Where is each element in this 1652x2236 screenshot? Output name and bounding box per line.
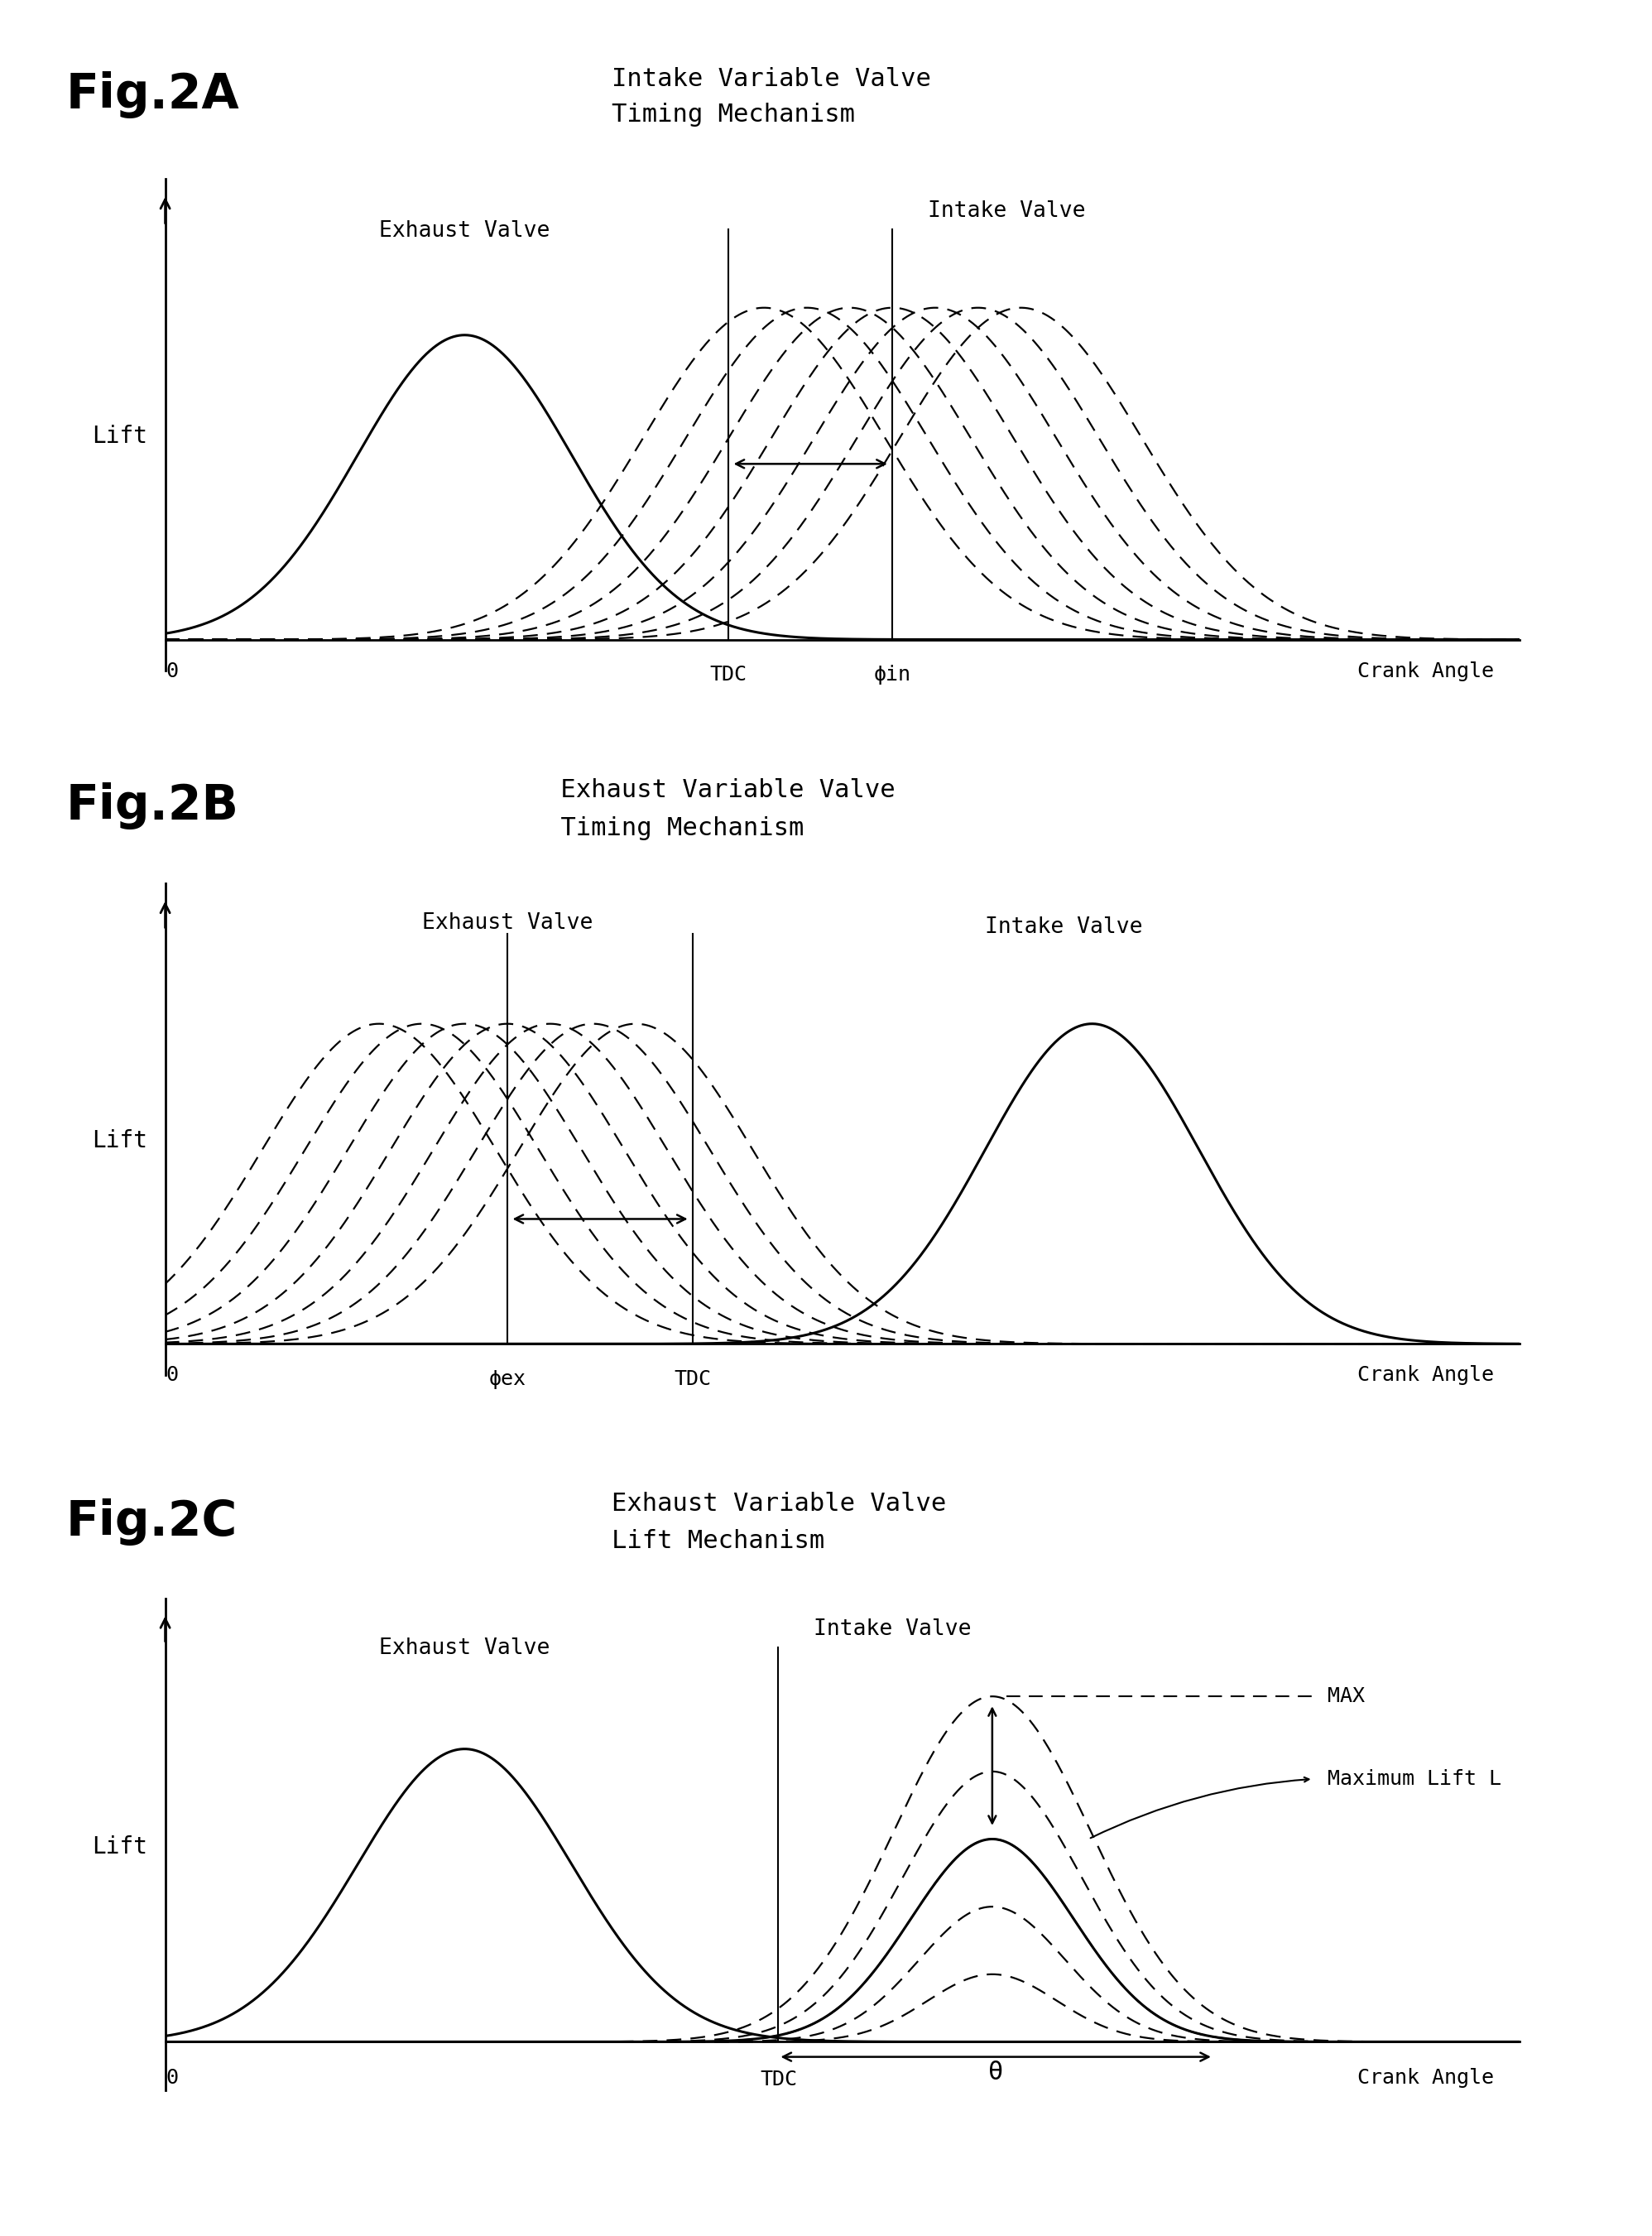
- Text: Lift: Lift: [93, 425, 147, 447]
- Text: Intake Valve: Intake Valve: [813, 1619, 971, 1639]
- Text: Fig.2C: Fig.2C: [66, 1498, 238, 1545]
- Text: TDC: TDC: [674, 1368, 712, 1389]
- Text: Timing Mechanism: Timing Mechanism: [545, 816, 805, 841]
- Text: Fig.2B: Fig.2B: [66, 783, 240, 830]
- Text: Exhaust Valve: Exhaust Valve: [421, 912, 593, 935]
- Text: ϕex: ϕex: [489, 1368, 525, 1389]
- Text: 0: 0: [167, 2068, 178, 2088]
- Text: Exhaust Valve: Exhaust Valve: [380, 219, 550, 241]
- Text: 0: 0: [167, 1366, 178, 1386]
- Text: Maximum Lift L: Maximum Lift L: [1327, 1769, 1502, 1789]
- Text: MAX: MAX: [1327, 1686, 1365, 1706]
- Text: Intake Valve: Intake Valve: [928, 201, 1085, 221]
- Text: Exhaust Valve: Exhaust Valve: [380, 1637, 550, 1659]
- Text: Intake Valve: Intake Valve: [985, 917, 1143, 937]
- Text: Lift: Lift: [93, 1836, 147, 1858]
- Text: Crank Angle: Crank Angle: [1358, 662, 1493, 682]
- Text: Exhaust Variable Valve: Exhaust Variable Valve: [545, 778, 895, 803]
- Text: TDC: TDC: [710, 664, 747, 684]
- Text: Exhaust Variable Valve: Exhaust Variable Valve: [611, 1491, 947, 1516]
- Text: Crank Angle: Crank Angle: [1358, 2068, 1493, 2088]
- Text: 0: 0: [167, 662, 178, 682]
- Text: TDC: TDC: [760, 2071, 796, 2091]
- Text: Lift Mechanism: Lift Mechanism: [611, 1529, 824, 1554]
- Text: Crank Angle: Crank Angle: [1358, 1366, 1493, 1386]
- Text: Intake Variable Valve: Intake Variable Valve: [611, 67, 930, 92]
- Text: Lift: Lift: [93, 1129, 147, 1152]
- Text: θ: θ: [988, 2062, 1003, 2084]
- Text: ϕin: ϕin: [874, 664, 910, 684]
- Text: Timing Mechanism: Timing Mechanism: [611, 103, 854, 127]
- Text: Fig.2A: Fig.2A: [66, 72, 240, 119]
